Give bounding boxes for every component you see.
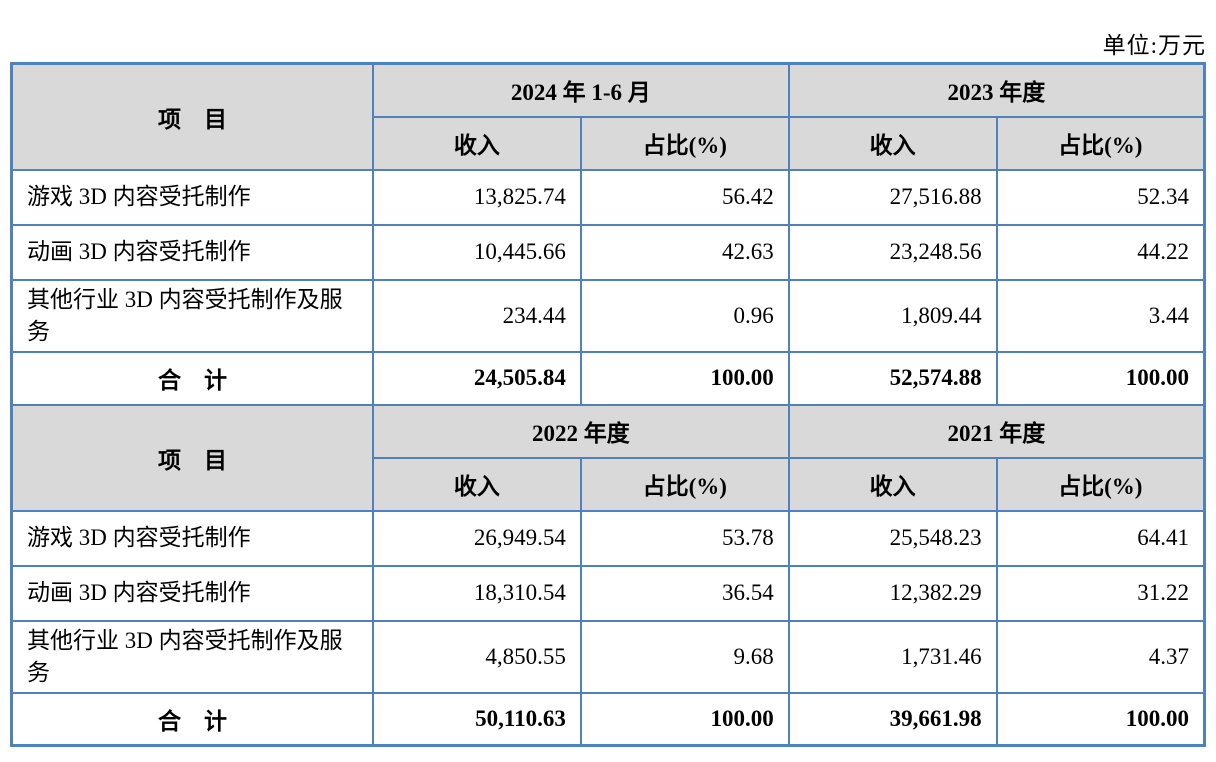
ratio-column-header: 占比(%) xyxy=(579,456,790,512)
table-header-row-metrics-2: 收入 占比(%) 收入 占比(%) xyxy=(12,456,1206,512)
ratio-value: 53.78 xyxy=(579,509,790,567)
ratio-column-header: 占比(%) xyxy=(995,115,1206,171)
total-ratio-value: 100.00 xyxy=(995,691,1206,747)
income-value: 26,949.54 xyxy=(371,509,582,567)
row-label: 游戏 3D 内容受托制作 xyxy=(10,509,374,567)
table-row-total-1: 合 计 24,505.84 100.00 52,574.88 100.00 xyxy=(10,350,1206,406)
income-value: 10,445.66 xyxy=(371,223,582,281)
ratio-column-header: 占比(%) xyxy=(579,115,790,171)
unit-label: 单位:万元 xyxy=(1102,33,1206,58)
table-header-row-periods-1: 项 目 2024 年 1-6 月 2023 年度 xyxy=(10,62,1206,171)
revenue-breakdown-table: 项 目 2024 年 1-6 月 2023 年度 收入 占比(%) 收入 占比(… xyxy=(10,62,1206,747)
income-value: 25,548.23 xyxy=(787,509,998,567)
table-row-game-1: 游戏 3D 内容受托制作 13,825.74 56.42 27,516.88 5… xyxy=(10,168,1206,226)
ratio-value: 56.42 xyxy=(579,168,790,226)
income-value: 4,850.55 xyxy=(371,619,582,694)
income-value: 12,382.29 xyxy=(787,564,998,622)
row-label: 动画 3D 内容受托制作 xyxy=(10,223,374,281)
item-column-header: 项 目 xyxy=(10,62,374,171)
ratio-value: 31.22 xyxy=(995,564,1206,622)
row-label: 其他行业 3D 内容受托制作及服务 xyxy=(10,619,374,694)
row-label: 其他行业 3D 内容受托制作及服务 xyxy=(10,278,374,353)
item-column-header: 项 目 xyxy=(10,403,374,512)
ratio-value: 3.44 xyxy=(995,278,1206,353)
total-label: 合 计 xyxy=(10,350,374,406)
ratio-value: 44.22 xyxy=(995,223,1206,281)
income-value: 1,809.44 xyxy=(787,278,998,353)
income-value: 234.44 xyxy=(371,278,582,353)
total-ratio-value: 100.00 xyxy=(579,691,790,747)
table-row-other-1: 其他行业 3D 内容受托制作及服务 234.44 0.96 1,809.44 3… xyxy=(10,278,1206,353)
income-value: 1,731.46 xyxy=(787,619,998,694)
total-ratio-value: 100.00 xyxy=(995,350,1206,406)
table-header-row-metrics-1: 收入 占比(%) 收入 占比(%) xyxy=(12,115,1206,171)
period-header-2024h1: 2024 年 1-6 月 xyxy=(371,62,790,118)
income-value: 18,310.54 xyxy=(371,564,582,622)
ratio-value: 42.63 xyxy=(579,223,790,281)
total-income-value: 39,661.98 xyxy=(787,691,998,747)
row-label: 动画 3D 内容受托制作 xyxy=(10,564,374,622)
table-row-game-2: 游戏 3D 内容受托制作 26,949.54 53.78 25,548.23 6… xyxy=(10,509,1206,567)
income-value: 13,825.74 xyxy=(371,168,582,226)
period-header-2023: 2023 年度 xyxy=(787,62,1206,118)
ratio-value: 36.54 xyxy=(579,564,790,622)
ratio-value: 4.37 xyxy=(995,619,1206,694)
income-column-header: 收入 xyxy=(371,115,582,171)
row-label: 游戏 3D 内容受托制作 xyxy=(10,168,374,226)
table-row-animation-2: 动画 3D 内容受托制作 18,310.54 36.54 12,382.29 3… xyxy=(10,564,1206,622)
ratio-column-header: 占比(%) xyxy=(995,456,1206,512)
table-row-animation-1: 动画 3D 内容受托制作 10,445.66 42.63 23,248.56 4… xyxy=(10,223,1206,281)
ratio-value: 9.68 xyxy=(579,619,790,694)
income-value: 27,516.88 xyxy=(787,168,998,226)
ratio-value: 0.96 xyxy=(579,278,790,353)
income-column-header: 收入 xyxy=(787,456,998,512)
ratio-value: 64.41 xyxy=(995,509,1206,567)
ratio-value: 52.34 xyxy=(995,168,1206,226)
period-header-2022: 2022 年度 xyxy=(371,403,790,459)
income-column-header: 收入 xyxy=(787,115,998,171)
total-income-value: 50,110.63 xyxy=(371,691,582,747)
total-ratio-value: 100.00 xyxy=(579,350,790,406)
total-label: 合 计 xyxy=(10,691,374,747)
total-income-value: 24,505.84 xyxy=(371,350,582,406)
total-income-value: 52,574.88 xyxy=(787,350,998,406)
table-header-row-periods-2: 项 目 2022 年度 2021 年度 xyxy=(10,403,1206,512)
period-header-2021: 2021 年度 xyxy=(787,403,1206,459)
table-row-other-2: 其他行业 3D 内容受托制作及服务 4,850.55 9.68 1,731.46… xyxy=(10,619,1206,694)
table-row-total-2: 合 计 50,110.63 100.00 39,661.98 100.00 xyxy=(10,691,1206,747)
income-value: 23,248.56 xyxy=(787,223,998,281)
income-column-header: 收入 xyxy=(371,456,582,512)
